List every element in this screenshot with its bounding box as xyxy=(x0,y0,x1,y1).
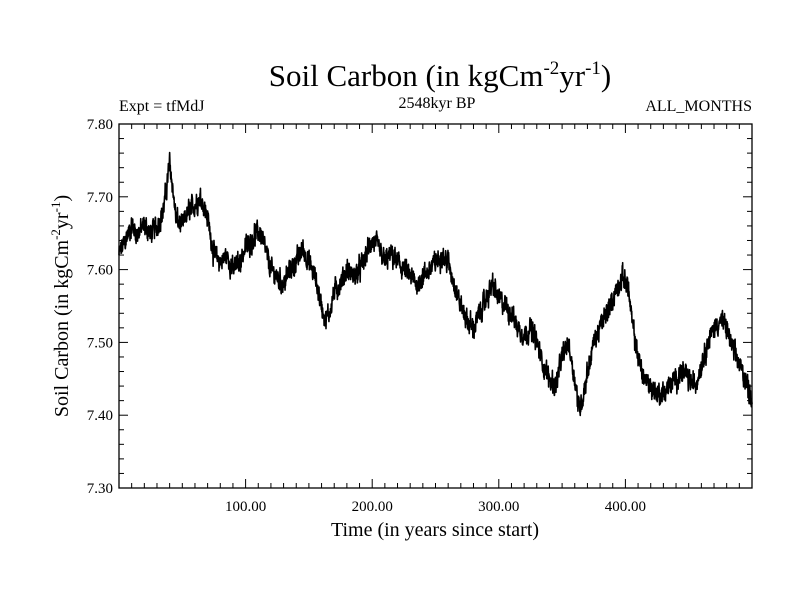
y-axis-label: Soil Carbon (in kgCm-2yr-1) xyxy=(48,195,73,417)
y-tick-label: 7.40 xyxy=(87,408,113,424)
period-label: 2548kyr BP xyxy=(399,95,476,112)
axis-ticks xyxy=(118,123,753,489)
plot-frame xyxy=(118,123,753,489)
series-line-soil-carbon xyxy=(118,151,753,417)
axis-tick-labels: 100.00 200.00 300.00 400.00 7.30 7.40 7.50 7.60… xyxy=(87,117,646,515)
experiment-label: Expt = tfMdJ xyxy=(119,98,204,115)
chart-title: Soil Carbon (in kgCm-2yr-1) xyxy=(269,58,612,93)
x-tick-label: 400.00 xyxy=(605,499,646,515)
months-label: ALL_MONTHS xyxy=(645,98,752,115)
y-tick-label: 7.30 xyxy=(87,481,113,497)
x-axis-label: Time (in years since start) xyxy=(331,519,539,541)
y-tick-label: 7.80 xyxy=(87,117,113,133)
x-tick-label: 200.00 xyxy=(352,499,393,515)
x-tick-label: 300.00 xyxy=(478,499,519,515)
x-tick-label: 100.00 xyxy=(225,499,266,515)
y-tick-label: 7.60 xyxy=(87,263,113,279)
y-tick-label: 7.50 xyxy=(87,335,113,351)
y-tick-label: 7.70 xyxy=(87,190,113,206)
